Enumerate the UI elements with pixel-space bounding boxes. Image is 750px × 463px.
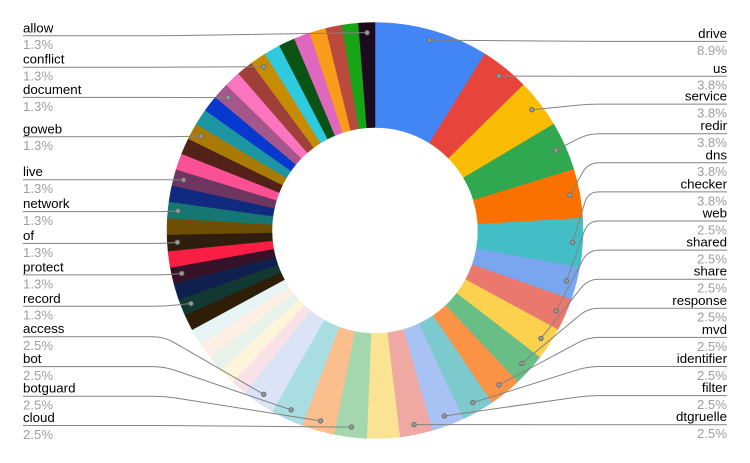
svg-text:allow: allow <box>23 20 54 35</box>
svg-text:1.3%: 1.3% <box>23 99 53 114</box>
svg-text:drive: drive <box>698 26 727 41</box>
svg-text:of: of <box>23 228 34 243</box>
svg-text:3.8%: 3.8% <box>697 193 727 208</box>
svg-text:protect: protect <box>23 259 64 274</box>
svg-text:1.3%: 1.3% <box>23 138 53 153</box>
svg-text:2.5%: 2.5% <box>23 338 53 353</box>
svg-text:goweb: goweb <box>23 121 62 136</box>
svg-text:1.3%: 1.3% <box>23 276 53 291</box>
svg-text:2.5%: 2.5% <box>697 397 727 412</box>
svg-text:2.5%: 2.5% <box>697 368 727 383</box>
svg-text:3.8%: 3.8% <box>697 106 727 121</box>
svg-text:1.3%: 1.3% <box>23 69 53 84</box>
svg-text:2.5%: 2.5% <box>697 426 727 441</box>
svg-text:2.5%: 2.5% <box>23 427 53 442</box>
svg-text:dtgruelle: dtgruelle <box>676 409 727 424</box>
svg-text:conflict: conflict <box>23 52 65 67</box>
svg-text:access: access <box>23 321 65 336</box>
svg-text:2.5%: 2.5% <box>697 339 727 354</box>
svg-text:3.8%: 3.8% <box>697 78 727 93</box>
svg-text:share: share <box>694 264 727 279</box>
svg-text:network: network <box>23 196 70 211</box>
svg-text:us: us <box>713 61 727 76</box>
svg-text:2.5%: 2.5% <box>697 281 727 296</box>
svg-text:1.3%: 1.3% <box>23 181 53 196</box>
svg-text:2.5%: 2.5% <box>697 222 727 237</box>
svg-text:cloud: cloud <box>23 410 55 425</box>
svg-text:checker: checker <box>680 176 727 191</box>
svg-text:service: service <box>685 89 727 104</box>
svg-text:3.8%: 3.8% <box>697 135 727 150</box>
svg-text:web: web <box>702 206 727 221</box>
svg-text:redir: redir <box>700 118 727 133</box>
svg-text:live: live <box>23 164 43 179</box>
svg-text:bot: bot <box>23 351 42 366</box>
svg-text:2.5%: 2.5% <box>697 252 727 267</box>
svg-text:1.3%: 1.3% <box>23 245 53 260</box>
svg-text:1.3%: 1.3% <box>23 213 53 228</box>
svg-text:record: record <box>23 291 61 306</box>
svg-text:identifier: identifier <box>677 351 728 366</box>
svg-text:response: response <box>672 293 727 308</box>
svg-text:mvd: mvd <box>702 322 727 337</box>
svg-text:shared: shared <box>686 235 727 250</box>
svg-text:dns: dns <box>706 147 728 162</box>
svg-text:1.3%: 1.3% <box>23 308 53 323</box>
svg-text:8.9%: 8.9% <box>697 43 727 58</box>
svg-text:botguard: botguard <box>23 381 76 396</box>
svg-text:document: document <box>23 82 82 97</box>
svg-text:2.5%: 2.5% <box>23 398 53 413</box>
svg-text:2.5%: 2.5% <box>697 310 727 325</box>
svg-text:filter: filter <box>702 380 728 395</box>
svg-text:2.5%: 2.5% <box>23 368 53 383</box>
svg-text:1.3%: 1.3% <box>23 37 53 52</box>
svg-text:3.8%: 3.8% <box>697 164 727 179</box>
